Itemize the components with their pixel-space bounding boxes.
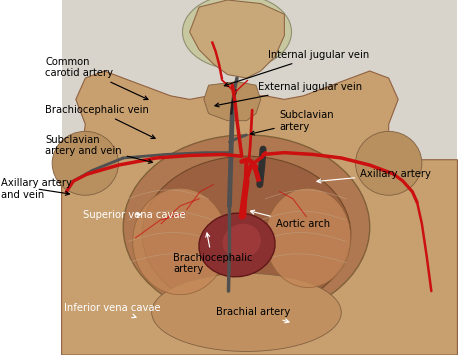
Polygon shape [190, 0, 284, 78]
Ellipse shape [265, 188, 351, 288]
Ellipse shape [182, 0, 292, 69]
Bar [0, 0, 62, 355]
Text: Brachiocephalic
artery: Brachiocephalic artery [173, 233, 253, 274]
Text: External jugular vein: External jugular vein [215, 82, 363, 107]
Ellipse shape [142, 156, 351, 312]
Bar [457, 0, 474, 355]
Text: Inferior vena cavae: Inferior vena cavae [64, 303, 161, 318]
Text: Subclavian
artery: Subclavian artery [250, 110, 334, 135]
Ellipse shape [133, 188, 228, 295]
Text: Brachial artery: Brachial artery [216, 307, 290, 323]
Text: Common
carotid artery: Common carotid artery [45, 57, 148, 99]
Text: Brachiocephalic vein: Brachiocephalic vein [45, 105, 155, 138]
Text: Subclavian
artery and vein: Subclavian artery and vein [45, 135, 153, 163]
Ellipse shape [152, 273, 341, 351]
Polygon shape [204, 82, 261, 121]
Ellipse shape [52, 131, 118, 195]
Ellipse shape [223, 224, 261, 259]
Polygon shape [62, 71, 457, 355]
Text: Superior vena cavae: Superior vena cavae [83, 211, 186, 220]
Text: Internal jugular vein: Internal jugular vein [224, 50, 369, 86]
Ellipse shape [356, 131, 422, 195]
Text: Axillary artery: Axillary artery [317, 169, 431, 183]
Ellipse shape [123, 135, 370, 320]
Ellipse shape [199, 213, 275, 277]
Text: Axillary artery
and vein: Axillary artery and vein [1, 178, 72, 200]
Text: Aortic arch: Aortic arch [250, 210, 330, 229]
